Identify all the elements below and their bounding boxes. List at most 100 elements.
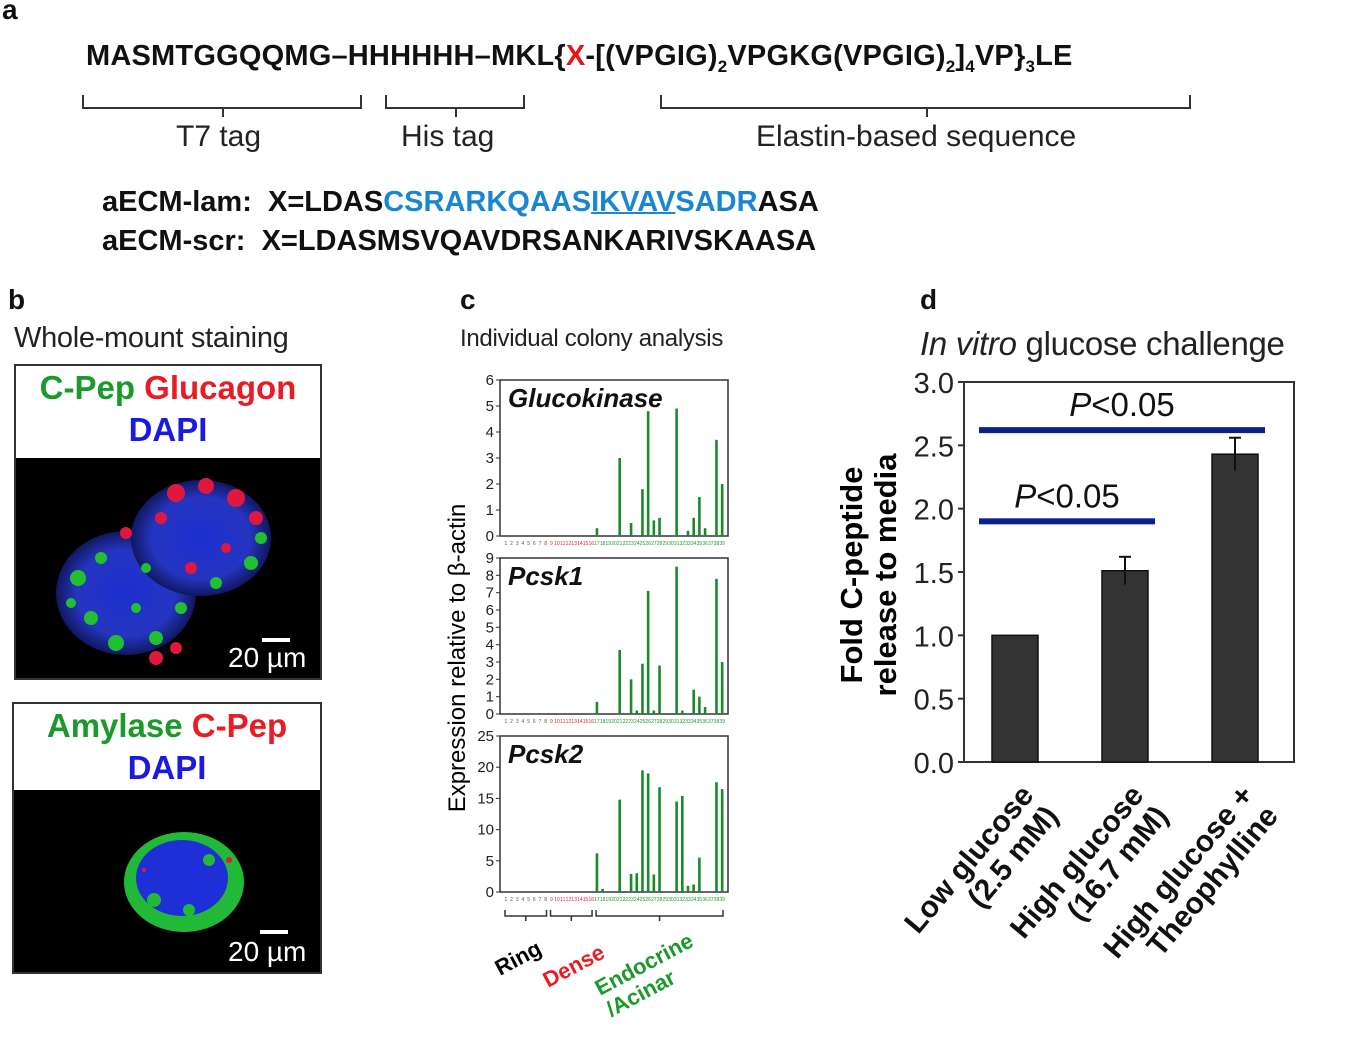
y-tick-label-1-1: 1 — [486, 689, 494, 706]
x-tick-label-2-27: 28 — [657, 897, 663, 903]
bar-2-37 — [715, 782, 718, 892]
x-tick-label-2-20: 21 — [617, 897, 623, 903]
x-tick-label-2-2: 3 — [516, 897, 519, 903]
seq-sub3: 4 — [965, 56, 975, 76]
bar-1-26 — [652, 710, 656, 714]
bar-2-25 — [646, 773, 650, 892]
x-tick-label-0-16: 17 — [594, 541, 600, 547]
bar-1-16 — [595, 701, 599, 714]
x-tick-label-1-26: 27 — [651, 719, 657, 725]
x-tick-label-1-1: 2 — [510, 719, 513, 725]
x-tick-label-1-29: 30 — [668, 719, 674, 725]
y-tick-label-0-0: 0 — [486, 528, 494, 545]
aecm-scr-row: aECM-scr: X=LDASMSVQAVDRSANKARIVSKAASA — [102, 225, 816, 258]
bar-1-31 — [681, 710, 684, 714]
y-tick-label-d-3: 1.5 — [914, 558, 954, 590]
x-tick-label-1-19: 20 — [611, 719, 617, 725]
his-tag-brace — [385, 95, 525, 117]
panel-letter-a: a — [2, 0, 18, 25]
x-tick-label-2-26: 27 — [651, 897, 657, 903]
x-tick-label-2-17: 18 — [600, 897, 606, 903]
y-tick-label-d-5: 2.5 — [914, 431, 954, 463]
x-tick-label-0-27: 28 — [657, 541, 663, 547]
bar-d-2 — [1211, 453, 1259, 763]
y-tick-label-2-4: 20 — [477, 759, 494, 776]
bar-2-22 — [629, 873, 633, 892]
x-tick-label-2-35: 36 — [702, 897, 708, 903]
fusion-protein-sequence: MASMTGGQQMG–HHHHHH–MKL{X-[(VPGIG)2VPGKG(… — [86, 40, 1073, 77]
x-tick-label-1-24: 25 — [640, 719, 646, 725]
x-tick-label-0-20: 21 — [617, 541, 623, 547]
significance-label-value-1: <0.05 — [1091, 386, 1175, 423]
x-tick-label-1-21: 22 — [623, 719, 629, 725]
x-tick-label-1-9: 10 — [554, 719, 560, 725]
x-tick-label-1-6: 7 — [539, 719, 542, 725]
x-tick-label-2-29: 30 — [668, 897, 674, 903]
y-tick-label-0-4: 4 — [486, 424, 494, 441]
seq-sub2: 2 — [945, 56, 956, 76]
top-label-glucagon: Glucagon — [144, 369, 297, 406]
aecm-lam-name: aECM-lam: — [102, 186, 252, 218]
bar-0-30 — [675, 408, 678, 536]
x-tick-label-0-38: 39 — [719, 541, 725, 547]
y-tick-label-d-2: 1.0 — [914, 621, 954, 653]
x-tick-label-2-16: 17 — [594, 897, 600, 903]
x-tick-label-1-18: 19 — [606, 719, 612, 725]
bar-2-16 — [595, 853, 599, 892]
x-tick-label-1-20: 21 — [617, 719, 623, 725]
x-tick-label-1-10: 11 — [560, 719, 565, 725]
x-tick-label-0-5: 6 — [533, 541, 536, 547]
panel-c-title: Individual colony analysis — [460, 325, 724, 352]
x-tick-label-1-37: 38 — [714, 719, 720, 725]
x-tick-label-2-36: 37 — [708, 897, 714, 903]
x-tick-label-1-28: 29 — [662, 719, 668, 725]
x-tick-label-2-22: 23 — [628, 897, 634, 903]
x-tick-label-1-12: 13 — [571, 719, 577, 725]
seq-part3: VPGKG(VPGIG) — [727, 40, 946, 72]
top-label-cpep: C-Pep — [39, 369, 135, 406]
micrograph-bottom: 20 µm — [14, 790, 320, 972]
aecm-lam-blue1: CSRARKQAAS — [383, 186, 592, 218]
x-tick-label-0-35: 36 — [702, 541, 708, 547]
y-tick-label-1-5: 5 — [486, 619, 494, 636]
x-tick-label-1-15: 16 — [588, 719, 594, 725]
significance-label-value-0: <0.05 — [1036, 477, 1120, 514]
panel-d-title-rest: glucose challenge — [1025, 325, 1285, 362]
x-tick-label-1-7: 8 — [544, 719, 547, 725]
x-tick-label-0-31: 32 — [680, 541, 686, 547]
y-tick-label-d-1: 0.5 — [914, 685, 954, 717]
x-tick-label-1-31: 32 — [680, 719, 686, 725]
x-tick-label-1-35: 36 — [702, 719, 708, 725]
x-tick-label-1-5: 6 — [533, 719, 536, 725]
bar-1-23 — [635, 710, 639, 714]
x-tick-label-1-14: 15 — [583, 719, 589, 725]
scale-label-top: 20 µm — [228, 642, 307, 673]
y-tick-label-2-2: 10 — [477, 822, 494, 839]
y-tick-label-1-2: 2 — [486, 671, 494, 688]
panel-d-ylabel-line-1: release to media — [868, 453, 903, 697]
x-tick-label-2-5: 6 — [533, 897, 536, 903]
bar-0-20 — [618, 458, 621, 536]
bar-1-37 — [715, 578, 718, 714]
bar-2-32 — [686, 885, 690, 892]
aecm-lam-ikvav: IKVAV — [591, 186, 676, 218]
x-tick-label-0-26: 27 — [651, 541, 657, 547]
y-tick-label-1-8: 8 — [486, 567, 494, 584]
x-tick-label-2-30: 31 — [674, 897, 680, 903]
panel-d-title-italic: In vitro — [920, 325, 1017, 362]
x-tick-label-0-24: 25 — [640, 541, 646, 547]
bar-2-30 — [675, 801, 678, 892]
bar-d-1 — [1101, 569, 1149, 763]
bar-2-31 — [681, 795, 684, 892]
panel-c-chart: Expression relative to β-actin 0123456Gl… — [444, 372, 729, 1022]
gene-chart-frame-0 — [499, 379, 729, 537]
bottom-label-cpep: C-Pep — [191, 707, 288, 744]
x-tick-label-2-4: 5 — [527, 897, 530, 903]
group-label-0: Ring — [491, 935, 546, 980]
x-tick-label-1-16: 17 — [594, 719, 600, 725]
x-tick-label-2-1: 2 — [510, 897, 513, 903]
y-tick-label-0-5: 5 — [486, 398, 494, 415]
x-tick-label-0-37: 38 — [714, 541, 720, 547]
